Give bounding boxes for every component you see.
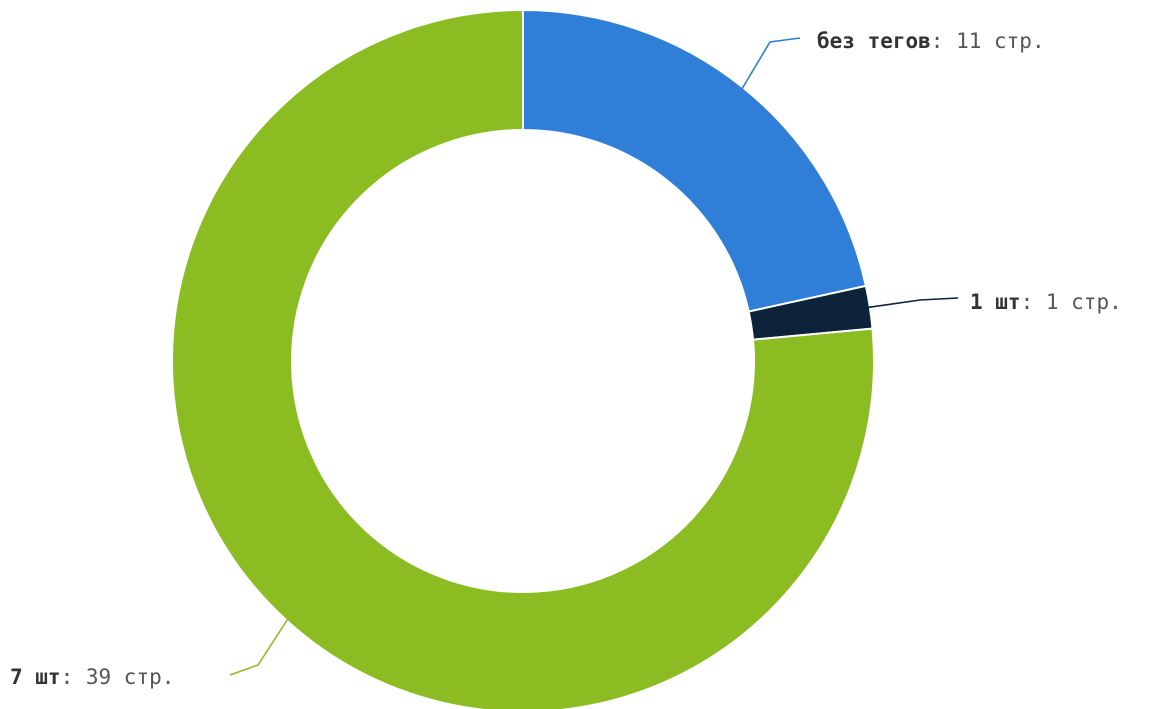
leader-line-1	[867, 297, 959, 309]
slice-2[interactable]	[171, 8, 875, 709]
label-slice-1-value: 1 стр.	[1046, 290, 1122, 314]
label-slice-2-name: 7 шт	[10, 665, 61, 689]
slices-group	[171, 8, 875, 709]
label-slice-1-name: 1 шт	[970, 290, 1021, 314]
label-slice-0: без тегов: 11 стр.	[817, 29, 1045, 53]
label-slice-1: 1 шт: 1 стр.	[970, 290, 1122, 314]
label-slice-1-sep: :	[1021, 290, 1046, 314]
label-slice-0-name: без тегов	[817, 29, 931, 53]
leader-line-2	[229, 618, 289, 676]
label-slice-0-value: 11 стр.	[956, 29, 1045, 53]
leader-lines-group	[229, 37, 959, 676]
label-slice-2-sep: :	[61, 665, 86, 689]
leader-line-0	[741, 37, 801, 90]
label-slice-2: 7 шт: 39 стр.	[10, 665, 174, 689]
slice-0[interactable]	[522, 8, 868, 313]
label-slice-0-sep: :	[931, 29, 956, 53]
label-slice-2-value: 39 стр.	[86, 665, 175, 689]
